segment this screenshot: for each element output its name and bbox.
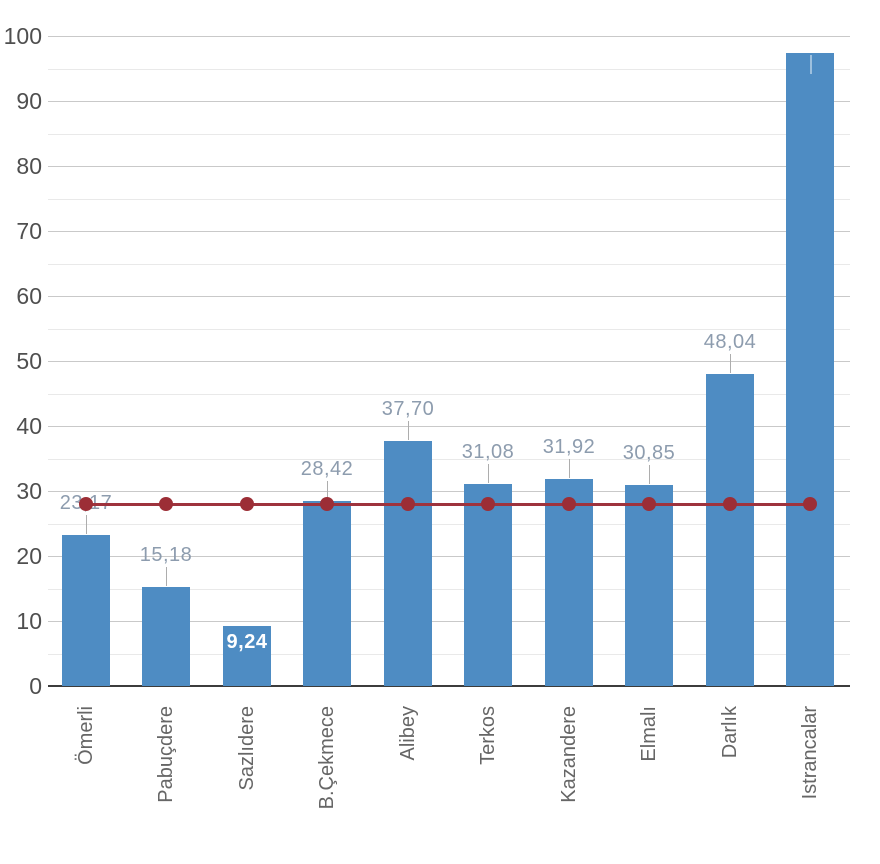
y-axis-tick-label: 0 [29, 673, 42, 699]
bar [223, 626, 271, 686]
bar [303, 501, 351, 686]
grid-line-minor [48, 394, 850, 395]
reference-line [86, 503, 810, 506]
grid-line-major [48, 101, 850, 102]
x-axis-label: Pabuçdere [155, 706, 177, 803]
x-axis-label: B.Çekmece [316, 706, 338, 810]
x-axis-line [48, 685, 850, 687]
reference-dot [159, 497, 173, 511]
bar [464, 484, 512, 686]
grid-line-major [48, 231, 850, 232]
x-axis-label: Sazlıdere [236, 706, 258, 791]
bar-callout-line [810, 55, 812, 74]
bar-value-label: 30,85 [622, 442, 676, 464]
grid-line-minor [48, 654, 850, 655]
bar-callout-line [86, 515, 87, 534]
grid-line-minor [48, 134, 850, 135]
bar [384, 441, 432, 686]
y-axis-tick-label: 80 [16, 153, 42, 179]
grid-line-minor [48, 589, 850, 590]
x-axis-label: Istrancalar [799, 706, 821, 800]
bar [142, 587, 190, 686]
reference-dot [401, 497, 415, 511]
bar [62, 535, 110, 686]
reference-dot [723, 497, 737, 511]
bar-callout-line [408, 421, 409, 440]
bar-value-label: 37,70 [381, 398, 435, 420]
grid-line-minor [48, 199, 850, 200]
bar-value-label: 9,24 [226, 631, 268, 653]
bar-value-label: 48,04 [703, 331, 757, 353]
grid-line-major [48, 361, 850, 362]
bar-callout-line [166, 567, 167, 586]
bar [706, 374, 754, 686]
y-axis-tick-label: 50 [16, 348, 42, 374]
x-axis-label: Kazandere [558, 706, 580, 803]
reference-dot [240, 497, 254, 511]
bar-callout-line [569, 459, 570, 478]
grid-line-major [48, 426, 850, 427]
reference-dot [803, 497, 817, 511]
y-axis-tick-label: 30 [16, 478, 42, 504]
grid-line-major [48, 556, 850, 557]
y-axis-tick-label: 100 [3, 23, 42, 49]
x-axis-label: Terkos [477, 706, 499, 765]
y-axis-tick-label: 20 [16, 543, 42, 569]
reference-dot [481, 497, 495, 511]
y-axis-tick-label: 70 [16, 218, 42, 244]
bar-callout-line [327, 481, 328, 500]
grid-line-major [48, 621, 850, 622]
x-axis-label: Ömerli [75, 706, 97, 765]
grid-line-minor [48, 524, 850, 525]
bar-value-label: 15,18 [139, 544, 193, 566]
grid-line-major [48, 296, 850, 297]
grid-line-major [48, 36, 850, 37]
y-axis-tick-label: 90 [16, 88, 42, 114]
x-axis-label: Alibey [397, 706, 419, 761]
grid-line-minor [48, 69, 850, 70]
bar [545, 479, 593, 686]
grid-line-major [48, 166, 850, 167]
grid-line-minor [48, 459, 850, 460]
bar-value-label: 31,08 [461, 441, 515, 463]
reference-dot [79, 497, 93, 511]
bar [625, 485, 673, 686]
bar-value-label: 31,92 [542, 436, 596, 458]
bar-callout-line [730, 354, 731, 373]
reference-dot [562, 497, 576, 511]
grid-line-major [48, 491, 850, 492]
bar-callout-line [649, 465, 650, 484]
bar [786, 53, 834, 686]
x-axis-label: Elmalı [638, 706, 660, 762]
y-axis-tick-label: 40 [16, 413, 42, 439]
x-axis-label: Darlık [719, 706, 741, 759]
reference-dot [320, 497, 334, 511]
bar-callout-line [488, 464, 489, 483]
reference-dot [642, 497, 656, 511]
grid-line-minor [48, 264, 850, 265]
grid-line-minor [48, 329, 850, 330]
y-axis-tick-label: 10 [16, 608, 42, 634]
y-axis-tick-label: 60 [16, 283, 42, 309]
bar-value-label: 28,42 [300, 458, 354, 480]
